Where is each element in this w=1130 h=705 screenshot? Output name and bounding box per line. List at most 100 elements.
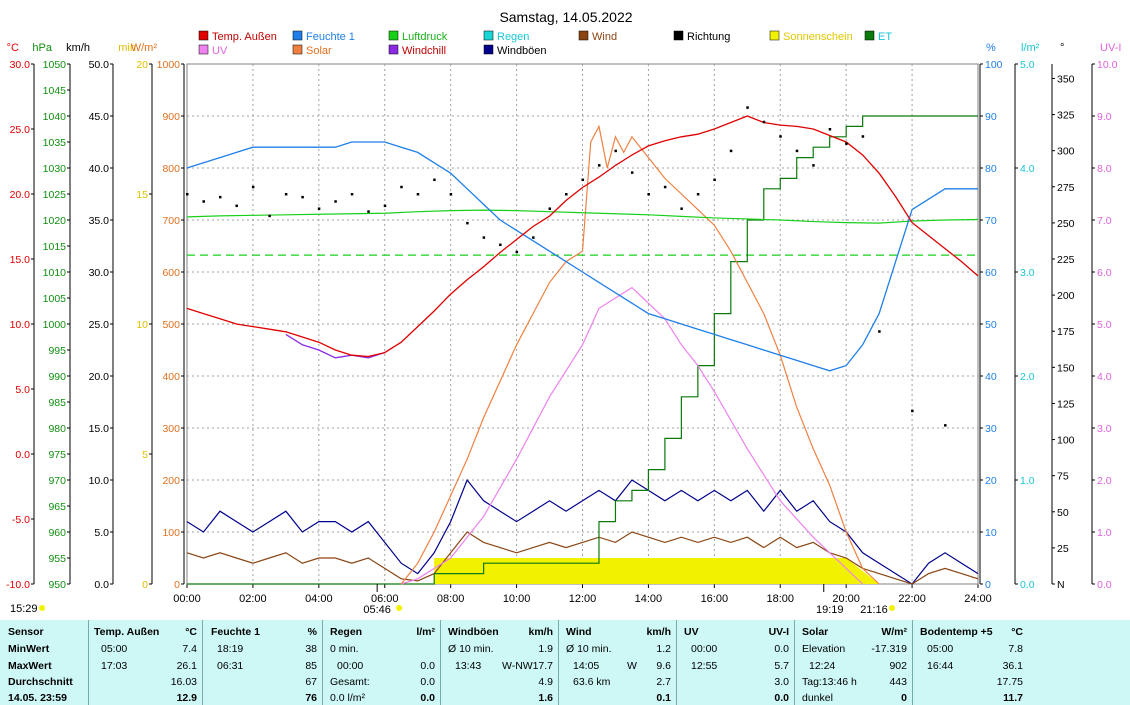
legend-swatch	[198, 30, 209, 41]
direction-point	[400, 185, 403, 189]
wind-avg10: 1.2	[656, 643, 671, 655]
pressure-tick-label: 1000	[43, 319, 67, 331]
pressure-tick-label: 1050	[43, 59, 67, 71]
hum-max: 85	[305, 660, 317, 672]
direction-point	[614, 149, 617, 153]
uv-tick-label: 10.0	[1097, 59, 1118, 71]
direction-point	[251, 185, 255, 189]
summary-col-rain: Regen l/m² 0 min. 00:00 0.0 Gesamt: 0.0 …	[322, 620, 441, 705]
legend-label: ET	[878, 31, 892, 43]
temp-tick-label: 0.0	[15, 449, 30, 461]
rain-time: 00:00	[337, 660, 364, 672]
gust-header: Windböen	[448, 626, 499, 638]
temp-current: 12.9	[176, 692, 197, 704]
series-et	[187, 115, 978, 585]
solar-tick-label: 0	[174, 579, 180, 591]
direction-tick-label: 200	[1057, 290, 1075, 302]
pressure-tick-label: 995	[48, 345, 66, 357]
chart-series	[186, 106, 979, 585]
time-tick-label: 02:00	[239, 593, 267, 605]
time-tick-label: 20:00	[832, 593, 860, 605]
soil-min-time: 05:00	[927, 643, 954, 655]
direction-point	[186, 193, 189, 196]
sunmin-axis-unit: min	[118, 42, 136, 54]
pressure-tick-label: 1025	[43, 189, 67, 201]
time-tick-label: 08:00	[437, 593, 465, 605]
pressure-tick-label: 955	[48, 553, 66, 565]
gust-current: 1.6	[538, 692, 553, 704]
sunmin-tick-label: 0	[142, 579, 148, 591]
uv-tick-label: 4.0	[1097, 371, 1112, 383]
sunmin-tick-label: 10	[136, 319, 148, 331]
sunrise-icon	[396, 605, 403, 611]
sunrise-label: 05:46	[363, 604, 391, 616]
direction-tick-label: 100	[1057, 435, 1075, 447]
pressure-tick-label: 1035	[43, 137, 67, 149]
solar-tick-label: 500	[162, 319, 180, 331]
sunmin-tick-label: 20	[136, 59, 148, 71]
uv-max-time: 12:55	[691, 660, 718, 672]
hum-unit: %	[307, 626, 317, 638]
row-label-current: 14.05. 23:59	[8, 692, 67, 704]
direction-tick-label: 75	[1057, 471, 1069, 483]
direction-point	[218, 195, 222, 199]
direction-point	[235, 204, 238, 208]
summary-col-soil: Bodentemp +5 °C 05:00 7.8 16:44 36.1 17.…	[912, 620, 1031, 705]
legend-swatch	[292, 30, 303, 41]
pressure-tick-label: 985	[48, 397, 66, 409]
temp-tick-label: 5.0	[15, 384, 30, 396]
direction-point	[383, 204, 387, 208]
soil-unit: °C	[1011, 626, 1023, 638]
direction-point	[911, 409, 914, 413]
pressure-tick-label: 1040	[43, 111, 67, 123]
wind-tick-label: 25.0	[89, 319, 110, 331]
humidity-tick-label: 0	[985, 579, 991, 591]
temp-unit: °C	[185, 626, 197, 638]
uv-tick-label: 8.0	[1097, 163, 1112, 175]
summary-col-gust: Windböen km/h Ø 10 min. 1.9 13:43 W-NW 1…	[440, 620, 559, 705]
solar-tick-label: 1000	[157, 59, 181, 71]
direction-point	[317, 207, 321, 210]
wind-unit: km/h	[646, 626, 671, 638]
legend-swatch	[483, 44, 494, 55]
chart-legend: Temp. Außen Feuchte 1 Luftdruck Regen Wind Ri…	[198, 30, 892, 57]
soil-min: 7.8	[1008, 643, 1023, 655]
wind-max-dir: W	[627, 660, 637, 672]
direction-point	[466, 221, 469, 225]
sun-markers: 15:29 05:46 19:19 21:16	[10, 584, 896, 616]
chart-grid	[187, 64, 978, 584]
humidity-tick-label: 100	[985, 59, 1003, 71]
temp-tick-label: -10.0	[6, 579, 30, 591]
rain-unit: l/m²	[416, 626, 435, 638]
direction-point	[845, 142, 848, 145]
rain-total: 0.0	[420, 676, 435, 688]
legend-label: UV	[212, 45, 228, 57]
hum-max-time: 06:31	[217, 660, 244, 672]
direction-point	[795, 149, 799, 153]
direction-point	[449, 193, 453, 196]
direction-point	[944, 424, 947, 427]
time-tick-label: 04:00	[305, 593, 333, 605]
rain-total-label: Gesamt:	[330, 676, 370, 688]
series-feuchte-1	[186, 141, 978, 372]
legend-label: Wind	[592, 31, 617, 43]
direction-point	[828, 128, 832, 131]
moon-icon	[39, 605, 45, 611]
direction-point	[581, 178, 584, 182]
uv-tick-label: 9.0	[1097, 111, 1112, 123]
hum-current: 76	[305, 692, 317, 704]
gust-max-time: 13:43	[455, 660, 482, 672]
direction-point	[861, 135, 865, 138]
summary-col-wind: Wind km/h Ø 10 min. 1.2 14:05 W 9.6 63.6…	[558, 620, 677, 705]
pressure-tick-label: 1045	[43, 85, 67, 97]
wind-max-time: 14:05	[573, 660, 600, 672]
direction-point	[482, 236, 486, 239]
pressure-tick-label: 950	[48, 579, 66, 591]
legend-swatch	[388, 44, 399, 55]
moonset-icon	[889, 605, 896, 611]
rain-sum: 0.0 l/m²	[330, 692, 366, 704]
wind-tick-label: 40.0	[89, 163, 110, 175]
temp-tick-label: -5.0	[12, 514, 30, 526]
wind-max: 9.6	[656, 660, 671, 672]
uv-tick-label: 0.0	[1097, 579, 1112, 591]
